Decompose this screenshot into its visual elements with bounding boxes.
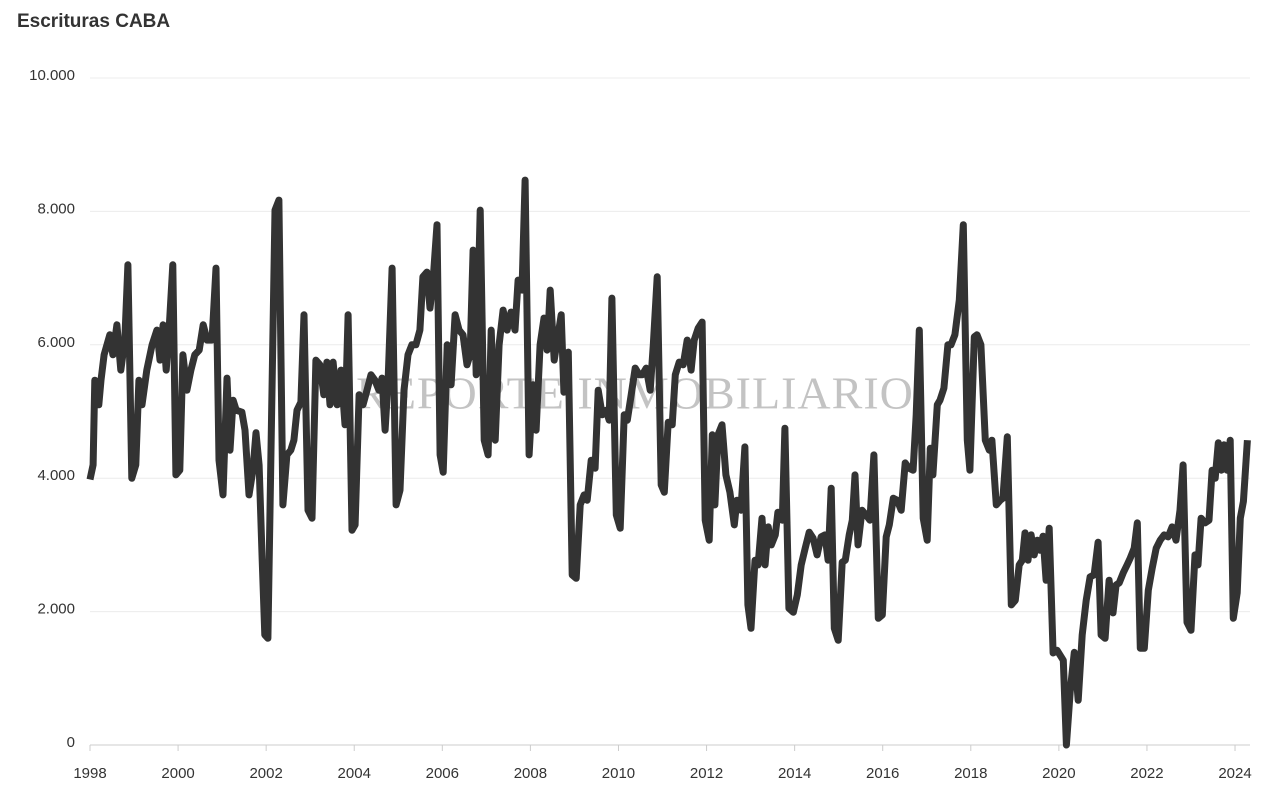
x-tick-label: 2022 [1130,765,1163,782]
x-tick-label: 2000 [161,765,194,782]
x-tick-label: 2002 [249,765,282,782]
x-tick-label: 2006 [426,765,459,782]
x-tick-label: 2008 [514,765,547,782]
y-tick-label: 10.000 [29,67,75,84]
x-tick-label: 2020 [1042,765,1075,782]
x-tick-label: 2018 [954,765,987,782]
y-tick-label: 8.000 [37,200,75,217]
x-tick-label: 2012 [690,765,723,782]
y-tick-label: 6.000 [37,334,75,351]
chart-title: Escrituras CABA [17,11,170,32]
y-tick-label: 2.000 [37,601,75,618]
y-tick-label: 0 [67,734,75,751]
x-tick-label: 1998 [73,765,106,782]
x-tick-label: 2024 [1218,765,1251,782]
x-tick-label: 2004 [338,765,371,782]
x-tick-label: 2016 [866,765,899,782]
x-tick-label: 2014 [778,765,811,782]
y-tick-label: 4.000 [37,467,75,484]
data-line [86,176,1251,749]
x-tick-label: 2010 [602,765,635,782]
